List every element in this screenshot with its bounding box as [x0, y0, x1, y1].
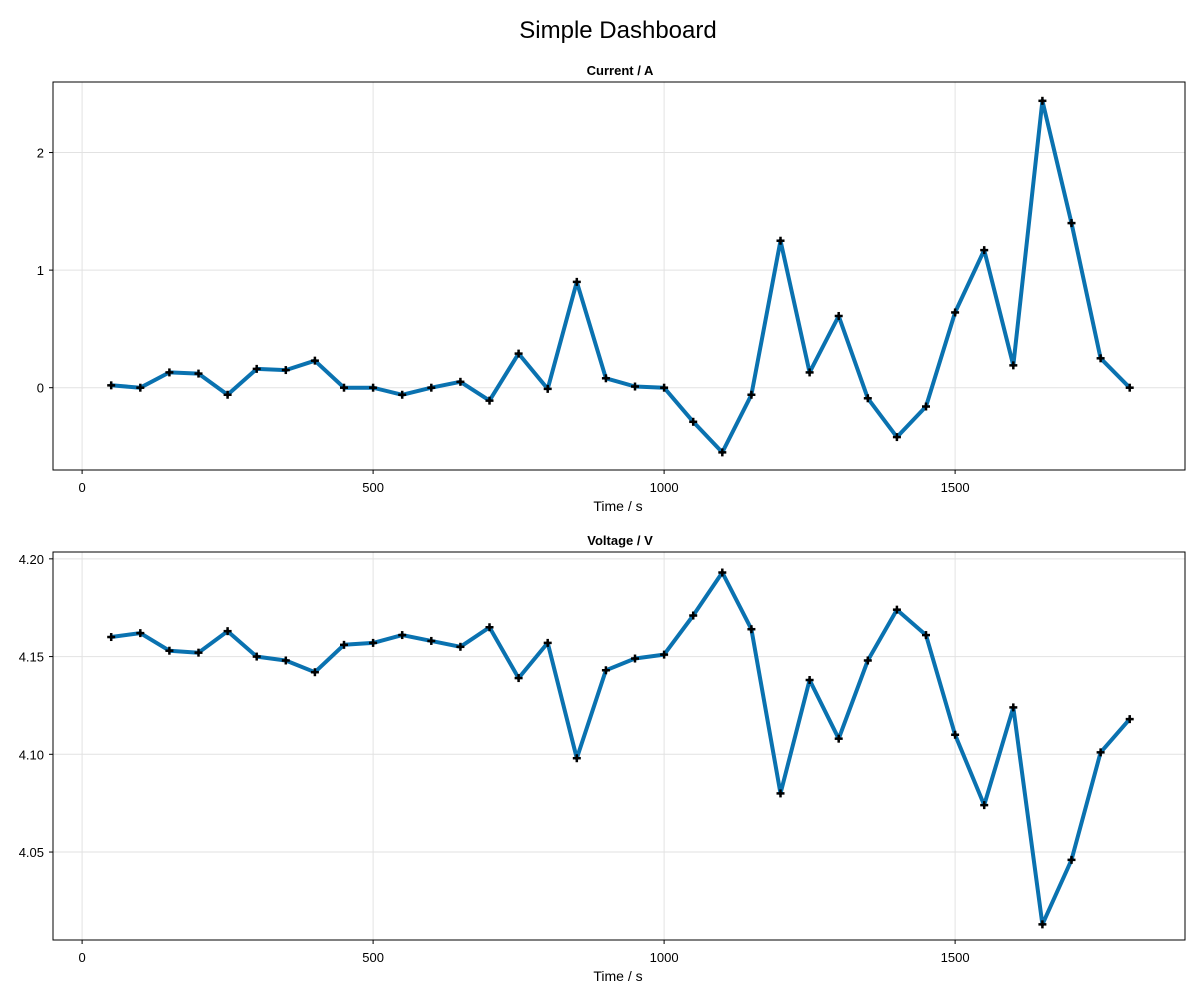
- voltage-data-point-marker: [456, 642, 465, 651]
- current-data-point-marker: [427, 383, 436, 392]
- voltage-data-point-marker: [980, 801, 989, 810]
- current-data-point-marker: [601, 374, 610, 383]
- voltage-data-point-marker: [1096, 748, 1105, 757]
- voltage-data-point-marker: [107, 633, 116, 642]
- current-panel-title: Current / A: [587, 63, 654, 78]
- current-data-point-marker: [1096, 354, 1105, 363]
- voltage-panel-title: Voltage / V: [587, 533, 653, 548]
- current-data-point-marker: [922, 402, 931, 411]
- voltage-x-axis-label: Time / s: [593, 968, 642, 984]
- voltage-data-point-marker: [863, 656, 872, 665]
- voltage-data-point-marker: [660, 650, 669, 659]
- current-data-point-marker: [223, 390, 232, 399]
- current-data-point-marker: [107, 381, 116, 390]
- voltage-data-point-marker: [718, 568, 727, 577]
- voltage-y-tick-label: 4.10: [19, 747, 44, 762]
- current-series-line: [109, 98, 1132, 455]
- current-data-point-marker: [1009, 361, 1018, 370]
- voltage-data-point-marker: [1067, 855, 1076, 864]
- current-data-point-marker: [398, 390, 407, 399]
- voltage-data-point-marker: [747, 625, 756, 634]
- current-data-point-marker: [252, 364, 261, 373]
- current-data-point-marker: [951, 308, 960, 317]
- voltage-y-tick-label: 4.15: [19, 650, 44, 665]
- voltage-data-point-marker: [136, 629, 145, 638]
- voltage-x-tick-label: 500: [362, 950, 384, 965]
- voltage-series-line: [109, 570, 1132, 927]
- current-data-point-marker: [572, 277, 581, 286]
- current-panel: Current / A 0 500 1000 1500 0 1 2 Time / s: [37, 63, 1186, 514]
- current-data-point-marker: [1125, 383, 1134, 392]
- voltage-y-tick-label: 4.20: [19, 552, 44, 567]
- current-data-point-marker: [136, 383, 145, 392]
- current-data-point-marker: [863, 394, 872, 403]
- current-y-tick-label: 1: [37, 263, 44, 278]
- voltage-x-tick-label: 1500: [941, 950, 970, 965]
- current-data-point-marker: [310, 356, 319, 365]
- voltage-data-point-marker: [340, 640, 349, 649]
- voltage-data-point-marker: [427, 636, 436, 645]
- voltage-data-point-marker: [543, 638, 552, 647]
- voltage-data-point-marker: [892, 605, 901, 614]
- voltage-data-point-marker: [922, 631, 931, 640]
- voltage-data-point-marker: [1009, 703, 1018, 712]
- voltage-data-point-marker: [631, 654, 640, 663]
- voltage-x-tick-label: 0: [78, 950, 85, 965]
- current-data-point-marker: [485, 396, 494, 405]
- current-data-point-marker: [805, 368, 814, 377]
- voltage-data-point-marker: [194, 648, 203, 657]
- current-data-point-marker: [747, 390, 756, 399]
- current-y-tick-label: 0: [37, 381, 44, 396]
- voltage-data-point-marker: [834, 734, 843, 743]
- current-data-point-marker: [369, 383, 378, 392]
- current-data-point-marker: [456, 377, 465, 386]
- voltage-panel: Voltage / V 0 500 1000 1500 4.05 4.10 4.15 4.20 T…: [19, 533, 1186, 984]
- current-data-point-marker: [1067, 219, 1076, 228]
- current-data-point-marker: [660, 383, 669, 392]
- current-y-tick-label: 2: [37, 146, 44, 161]
- current-plot-frame: [52, 81, 1186, 471]
- voltage-data-point-marker: [369, 638, 378, 647]
- current-data-point-marker: [980, 246, 989, 255]
- figure-title: Simple Dashboard: [519, 17, 716, 44]
- voltage-data-point-marker: [310, 668, 319, 677]
- voltage-data-point-marker: [776, 789, 785, 798]
- current-data-point-marker: [194, 369, 203, 378]
- voltage-data-point-marker: [223, 627, 232, 636]
- current-data-point-marker: [834, 311, 843, 320]
- current-x-tick-label: 0: [78, 480, 85, 495]
- current-x-axis-label: Time / s: [593, 498, 642, 514]
- voltage-plot-frame: [52, 551, 1186, 941]
- voltage-data-point-marker: [514, 674, 523, 683]
- voltage-data-point-marker: [281, 656, 290, 665]
- current-data-point-marker: [543, 384, 552, 393]
- current-data-point-marker: [776, 236, 785, 245]
- voltage-data-point-marker: [398, 631, 407, 640]
- voltage-data-point-marker: [165, 646, 174, 655]
- current-x-tick-label: 500: [362, 480, 384, 495]
- current-data-point-marker: [165, 368, 174, 377]
- current-data-point-marker: [631, 382, 640, 391]
- voltage-data-point-marker: [485, 623, 494, 632]
- current-data-point-marker: [892, 433, 901, 442]
- current-x-tick-label: 1000: [650, 480, 679, 495]
- voltage-data-point-marker: [689, 611, 698, 620]
- current-data-point-marker: [689, 417, 698, 426]
- current-data-point-marker: [281, 366, 290, 375]
- voltage-data-point-marker: [1038, 920, 1047, 929]
- voltage-data-point-marker: [1125, 715, 1134, 724]
- voltage-data-point-marker: [805, 676, 814, 685]
- current-data-point-marker: [514, 349, 523, 358]
- voltage-data-point-marker: [601, 666, 610, 675]
- current-data-point-marker: [1038, 96, 1047, 105]
- current-data-point-marker: [340, 383, 349, 392]
- current-x-tick-label: 1500: [941, 480, 970, 495]
- voltage-data-point-marker: [252, 652, 261, 661]
- voltage-y-tick-label: 4.05: [19, 845, 44, 860]
- voltage-x-tick-label: 1000: [650, 950, 679, 965]
- current-data-point-marker: [718, 448, 727, 457]
- voltage-data-point-marker: [951, 730, 960, 739]
- voltage-data-point-marker: [572, 754, 581, 763]
